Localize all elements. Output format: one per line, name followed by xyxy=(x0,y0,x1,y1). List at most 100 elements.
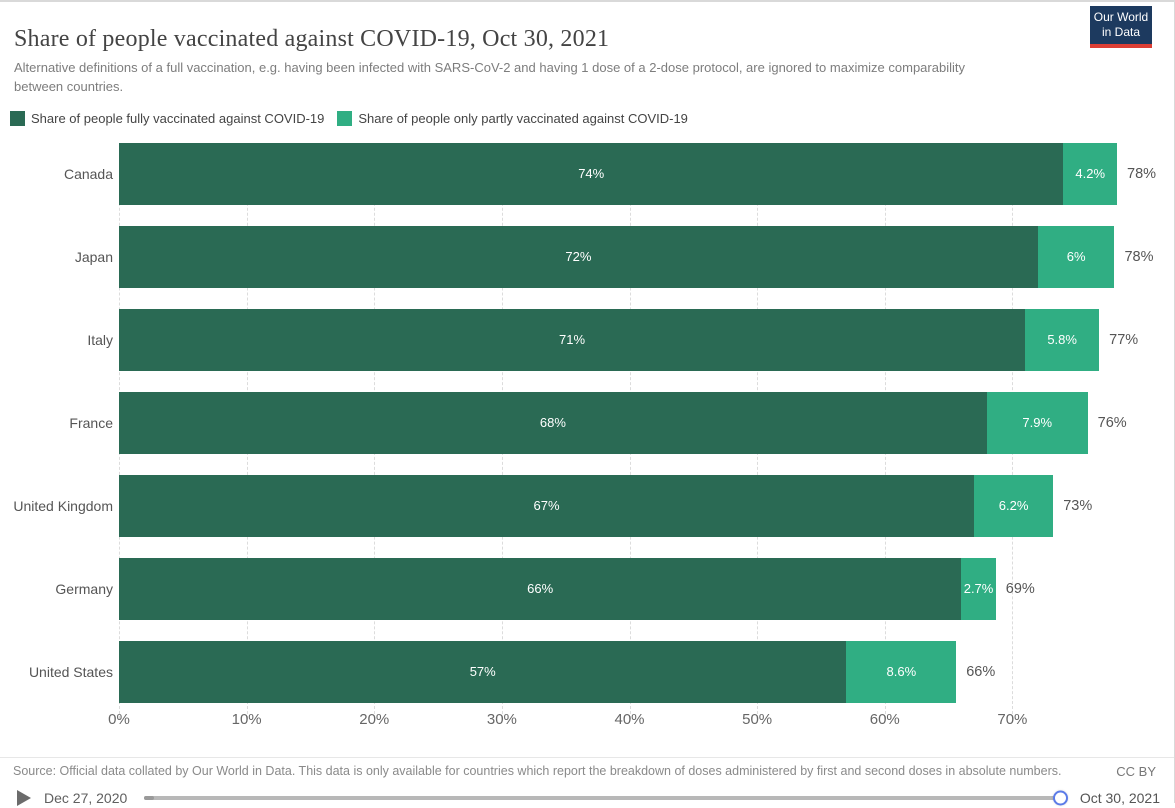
total-value-label: 77% xyxy=(1109,331,1139,348)
x-axis-tick-label: 10% xyxy=(231,710,262,728)
bar-value-label: 72% xyxy=(565,249,592,265)
bar-segment-partly[interactable]: 8.6% xyxy=(846,640,957,703)
x-axis-tick-label: 70% xyxy=(997,710,1028,728)
bar-value-label: 6% xyxy=(1066,249,1086,265)
bar-segment-fully[interactable]: 66% xyxy=(119,557,962,620)
bar-value-label: 68% xyxy=(539,415,566,431)
legend: Share of people fully vaccinated against… xyxy=(0,97,1174,126)
total-value-label: 78% xyxy=(1127,165,1157,182)
bar-segment-fully[interactable]: 72% xyxy=(119,225,1038,288)
country-label: Canada xyxy=(63,165,113,182)
plot-area: 66% 2.7% 69% xyxy=(119,557,1140,620)
bar-segment-partly[interactable]: 5.8% xyxy=(1025,308,1100,371)
bar-segment-partly[interactable]: 6.2% xyxy=(974,474,1054,537)
chart-row: Germany 66% 2.7% 69% xyxy=(0,557,1174,620)
slider-start-cap xyxy=(144,795,155,800)
total-value-label: 78% xyxy=(1124,248,1154,265)
owid-logo[interactable]: Our World in Data xyxy=(1090,6,1152,48)
country-label: United States xyxy=(28,663,113,680)
legend-item: Share of people only partly vaccinated a… xyxy=(337,110,688,126)
bar-segment-fully[interactable]: 68% xyxy=(119,391,987,454)
x-axis: 0% 10% 20% 30% 40% 50% 60% 70% xyxy=(108,703,1140,741)
country-label: Japan xyxy=(74,248,113,265)
bar-segment-fully[interactable]: 67% xyxy=(119,474,975,537)
bar-segment-partly[interactable]: 2.7% xyxy=(961,557,996,620)
x-axis-tick-label: 30% xyxy=(486,710,517,728)
bar-value-label: 2.7% xyxy=(963,581,994,597)
bar-value-label: 7.9% xyxy=(1022,415,1053,431)
x-axis-tick-label: 60% xyxy=(869,710,900,728)
footer-divider xyxy=(0,756,1174,758)
chart-row: France 68% 7.9% 76% xyxy=(0,391,1174,454)
footer: Source: Official data collated by Our Wo… xyxy=(0,758,1174,779)
owid-logo-line1: Our World xyxy=(1093,10,1149,24)
bar-value-label: 57% xyxy=(469,664,496,680)
legend-swatch xyxy=(10,110,25,126)
bar-value-label: 6.2% xyxy=(998,498,1029,514)
play-button[interactable] xyxy=(17,789,31,806)
legend-label: Share of people fully vaccinated against… xyxy=(31,110,325,126)
total-value-label: 76% xyxy=(1097,414,1127,431)
timeline-start-date: Dec 27, 2020 xyxy=(44,789,128,806)
owid-logo-box: Our World in Data xyxy=(1090,6,1152,48)
chart-subtitle: Alternative definitions of a full vaccin… xyxy=(14,60,965,94)
stacked-bar[interactable]: 66% 2.7% xyxy=(119,557,996,620)
stacked-bar[interactable]: 67% 6.2% xyxy=(119,474,1054,537)
source-note: Source: Official data collated by Our Wo… xyxy=(13,763,1062,778)
country-label: Italy xyxy=(87,331,113,348)
bar-value-label: 5.8% xyxy=(1047,332,1077,348)
plot-area: 71% 5.8% 77% xyxy=(119,308,1140,371)
bar-segment-fully[interactable]: 57% xyxy=(119,640,847,703)
bar-segment-fully[interactable]: 74% xyxy=(119,142,1064,205)
chart-title: Share of people vaccinated against COVID… xyxy=(14,26,610,52)
chart-area: Canada 74% 4.2% 78% Japan 72% 6% 78% Italy 71% 5.8… xyxy=(0,142,1174,741)
legend-item: Share of people fully vaccinated against… xyxy=(10,110,325,126)
chart-row: United Kingdom 67% 6.2% 73% xyxy=(0,474,1174,537)
bar-segment-fully[interactable]: 71% xyxy=(119,308,1026,371)
stacked-bar[interactable]: 68% 7.9% xyxy=(119,391,1088,454)
bar-value-label: 4.2% xyxy=(1075,166,1106,182)
bar-segment-partly[interactable]: 4.2% xyxy=(1063,142,1117,205)
total-value-label: 73% xyxy=(1063,497,1093,514)
total-value-label: 69% xyxy=(1005,580,1035,597)
stacked-bar[interactable]: 72% 6% xyxy=(119,225,1115,288)
chart-row: Canada 74% 4.2% 78% xyxy=(0,142,1174,205)
x-axis-tick-label: 20% xyxy=(359,710,390,728)
total-value-label: 66% xyxy=(966,663,996,680)
stacked-bar[interactable]: 57% 8.6% xyxy=(119,640,957,703)
plot-area: 57% 8.6% 66% xyxy=(119,640,1140,703)
timeline-slider[interactable] xyxy=(144,788,1068,808)
chart-rows: Canada 74% 4.2% 78% Japan 72% 6% 78% Italy 71% 5.8… xyxy=(0,142,1174,703)
chart-row: United States 57% 8.6% 66% xyxy=(0,640,1174,703)
chart-header: Share of people vaccinated against COVID… xyxy=(0,2,1174,97)
x-axis-tick-label: 40% xyxy=(614,710,645,728)
x-axis-tick-label: 50% xyxy=(742,710,773,728)
bar-value-label: 71% xyxy=(559,332,586,348)
slider-track[interactable] xyxy=(144,795,1060,800)
bar-segment-partly[interactable]: 6% xyxy=(1037,225,1115,288)
bar-value-label: 74% xyxy=(578,166,605,182)
timeline-end-date: Oct 30, 2021 xyxy=(1079,789,1160,806)
chart-row: Japan 72% 6% 78% xyxy=(0,225,1174,288)
bar-value-label: 67% xyxy=(533,498,560,514)
plot-area: 68% 7.9% 76% xyxy=(119,391,1140,454)
country-label: United Kingdom xyxy=(13,497,113,514)
country-label: France xyxy=(69,414,113,431)
chart-row: Italy 71% 5.8% 77% xyxy=(0,308,1174,371)
plot-area: 67% 6.2% 73% xyxy=(119,474,1140,537)
timeline: Dec 27, 2020 Oct 30, 2021 xyxy=(0,779,1174,808)
stacked-bar[interactable]: 74% 4.2% xyxy=(119,142,1117,205)
stacked-bar[interactable]: 71% 5.8% xyxy=(119,308,1100,371)
legend-label: Share of people only partly vaccinated a… xyxy=(358,110,688,126)
plot-area: 72% 6% 78% xyxy=(119,225,1154,288)
bar-value-label: 8.6% xyxy=(886,664,917,680)
legend-swatch xyxy=(337,110,353,126)
country-label: Germany xyxy=(55,580,113,597)
x-axis-tick-label: 0% xyxy=(108,710,130,728)
bar-value-label: 66% xyxy=(527,581,554,597)
owid-logo-line2: in Data xyxy=(1101,25,1141,39)
plot-area: 74% 4.2% 78% xyxy=(119,142,1156,205)
bar-segment-partly[interactable]: 7.9% xyxy=(986,391,1088,454)
license-link[interactable]: CC BY xyxy=(1116,763,1156,779)
